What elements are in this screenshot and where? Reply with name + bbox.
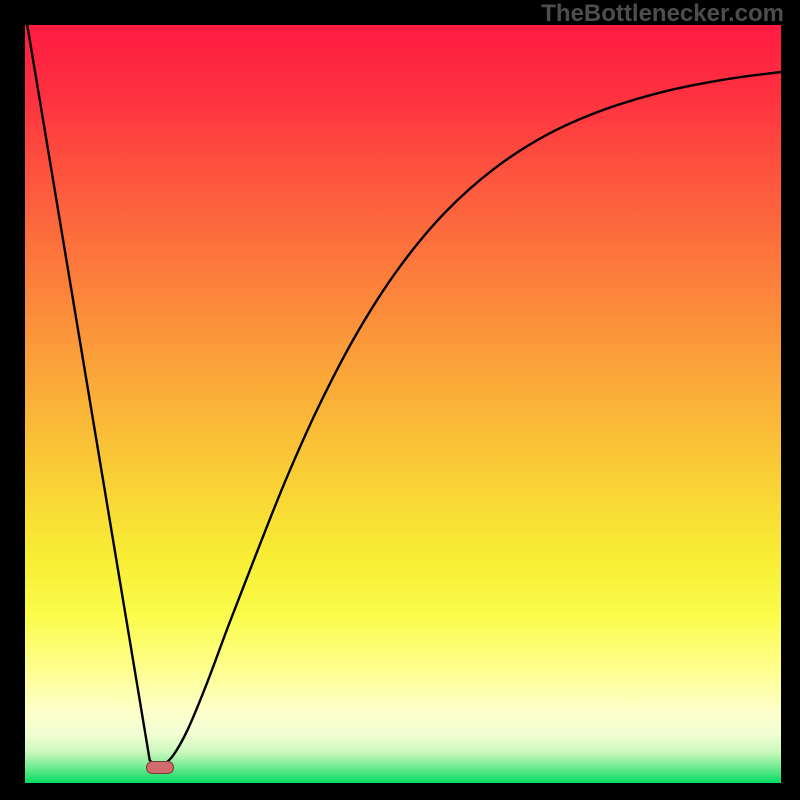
bottleneck-curve bbox=[25, 25, 781, 783]
plot-area bbox=[25, 25, 781, 783]
watermark-text: TheBottlenecker.com bbox=[541, 0, 784, 28]
optimum-marker bbox=[146, 761, 174, 774]
bottleneck-curve-path bbox=[27, 25, 781, 766]
chart-frame: TheBottlenecker.com bbox=[0, 0, 800, 800]
